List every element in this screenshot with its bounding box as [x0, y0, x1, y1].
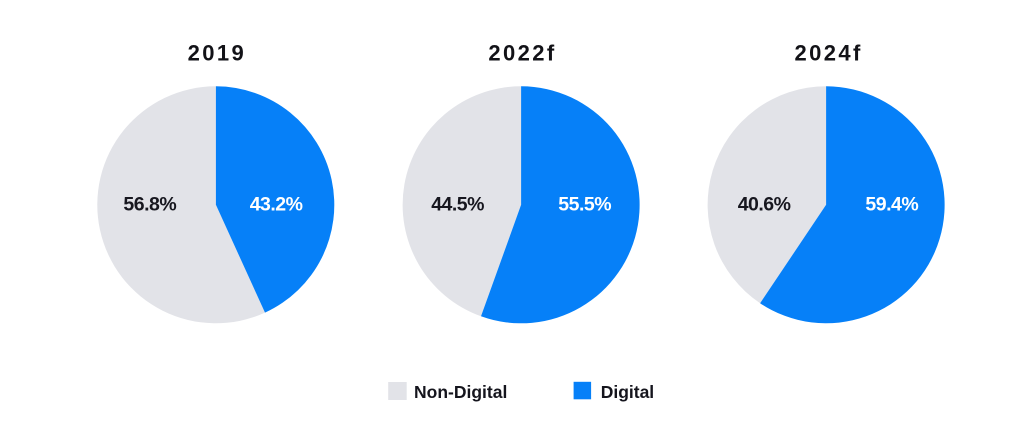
svg-text:2024f: 2024f: [794, 41, 862, 66]
svg-text:Non-Digital: Non-Digital: [414, 382, 507, 402]
svg-text:Digital: Digital: [601, 382, 654, 402]
svg-text:44.5%: 44.5%: [431, 193, 484, 215]
svg-text:59.4%: 59.4%: [865, 193, 918, 215]
svg-text:2019: 2019: [188, 41, 247, 66]
svg-text:56.8%: 56.8%: [123, 193, 176, 215]
svg-text:55.5%: 55.5%: [558, 193, 611, 215]
svg-text:2022f: 2022f: [488, 41, 556, 66]
svg-text:40.6%: 40.6%: [738, 193, 791, 215]
svg-text:43.2%: 43.2%: [250, 193, 303, 215]
